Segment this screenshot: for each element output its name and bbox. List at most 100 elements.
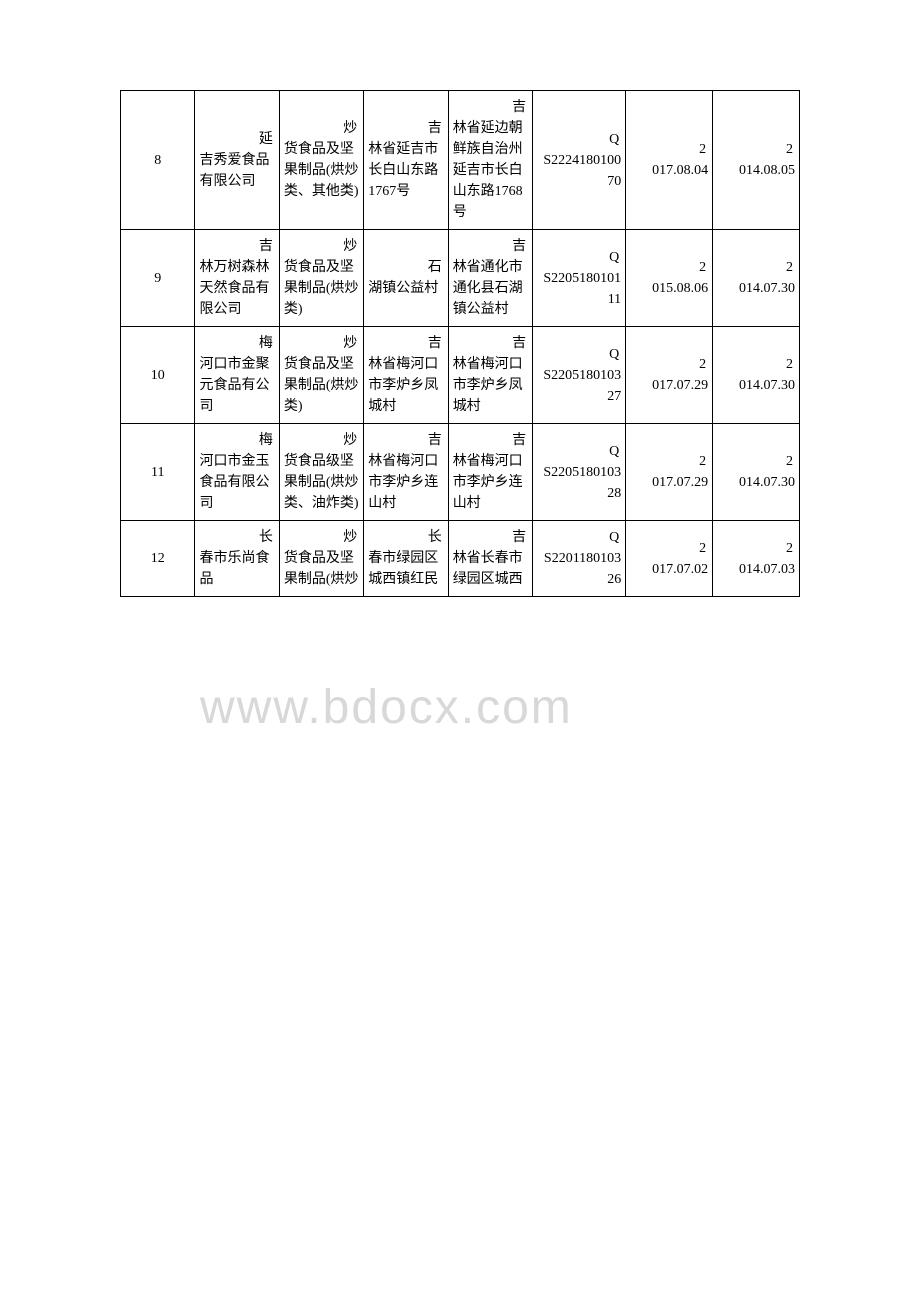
date2-body: 014.07.03 [717, 559, 795, 580]
date1-lead: 2 [630, 538, 708, 559]
date1-lead: 2 [630, 257, 708, 278]
cert-body: S220118010326 [537, 548, 621, 590]
cert-lead: Q [537, 247, 621, 268]
row-number: 12 [121, 521, 195, 597]
company-cell: 长春市乐尚食品 [195, 521, 279, 597]
company-cell: 梅河口市金玉食品有限公司 [195, 424, 279, 521]
row-number: 10 [121, 327, 195, 424]
category-cell: 炒货食品及坚果制品(烘炒类、其他类) [279, 91, 363, 230]
cert-body: S220518010327 [537, 365, 621, 407]
table-row: 11梅河口市金玉食品有限公司炒货食品级坚果制品(烘炒类、油炸类)吉林省梅河口市李… [121, 424, 800, 521]
data-table: 8延吉秀爱食品有限公司炒货食品及坚果制品(烘炒类、其他类)吉林省延吉市长白山东路… [120, 90, 800, 597]
prodaddr-cell: 石湖镇公益村 [364, 230, 448, 327]
company-cell: 吉林万树森林天然食品有限公司 [195, 230, 279, 327]
cert-body: S220518010328 [537, 462, 621, 504]
category-lead: 炒 [284, 118, 359, 139]
row-number: 9 [121, 230, 195, 327]
date1-lead: 2 [630, 354, 708, 375]
date2-lead: 2 [717, 538, 795, 559]
category-body: 货食品及坚果制品(烘炒类) [284, 354, 359, 417]
company-body: 河口市金玉食品有限公司 [199, 451, 274, 514]
prodaddr-cell: 吉林省梅河口市李炉乡凤城村 [364, 327, 448, 424]
category-body: 货食品及坚果制品(烘炒 [284, 548, 359, 590]
regaddr-lead: 吉 [453, 527, 528, 548]
date1-cell: 2015.08.06 [626, 230, 713, 327]
date2-body: 014.07.30 [717, 278, 795, 299]
prodaddr-body: 林省梅河口市李炉乡连山村 [368, 451, 443, 514]
category-cell: 炒货食品及坚果制品(烘炒 [279, 521, 363, 597]
regaddr-cell: 吉林省通化市通化县石湖镇公益村 [448, 230, 532, 327]
company-lead: 梅 [199, 333, 274, 354]
regaddr-body: 林省延边朝鲜族自治州延吉市长白山东路1768号 [453, 118, 528, 223]
date2-cell: 2014.07.30 [713, 424, 800, 521]
regaddr-lead: 吉 [453, 430, 528, 451]
category-body: 货食品及坚果制品(烘炒类) [284, 257, 359, 320]
date1-cell: 2017.07.29 [626, 327, 713, 424]
date2-cell: 2014.07.30 [713, 230, 800, 327]
regaddr-body: 林省梅河口市李炉乡凤城村 [453, 354, 528, 417]
cert-cell: QS220518010328 [533, 424, 626, 521]
date2-lead: 2 [717, 257, 795, 278]
company-body: 吉秀爱食品有限公司 [199, 150, 274, 192]
company-lead: 吉 [199, 236, 274, 257]
table-row: 9吉林万树森林天然食品有限公司炒货食品及坚果制品(烘炒类)石湖镇公益村吉林省通化… [121, 230, 800, 327]
prodaddr-body: 春市绿园区城西镇红民 [368, 548, 443, 590]
category-cell: 炒货食品级坚果制品(烘炒类、油炸类) [279, 424, 363, 521]
regaddr-body: 林省通化市通化县石湖镇公益村 [453, 257, 528, 320]
table-row: 12长春市乐尚食品炒货食品及坚果制品(烘炒长春市绿园区城西镇红民吉林省长春市绿园… [121, 521, 800, 597]
table-row: 10梅河口市金聚元食品有公司炒货食品及坚果制品(烘炒类)吉林省梅河口市李炉乡凤城… [121, 327, 800, 424]
watermark: www.bdocx.com [200, 680, 573, 735]
date2-body: 014.08.05 [717, 160, 795, 181]
regaddr-body: 林省梅河口市李炉乡连山村 [453, 451, 528, 514]
date1-body: 015.08.06 [630, 278, 708, 299]
prodaddr-lead: 石 [368, 257, 443, 278]
company-lead: 延 [199, 129, 274, 150]
date1-body: 017.07.02 [630, 559, 708, 580]
regaddr-body: 林省长春市绿园区城西 [453, 548, 528, 590]
regaddr-cell: 吉林省延边朝鲜族自治州延吉市长白山东路1768号 [448, 91, 532, 230]
prodaddr-lead: 吉 [368, 430, 443, 451]
category-lead: 炒 [284, 333, 359, 354]
category-lead: 炒 [284, 527, 359, 548]
category-lead: 炒 [284, 430, 359, 451]
cert-cell: QS222418010070 [533, 91, 626, 230]
regaddr-lead: 吉 [453, 97, 528, 118]
cert-cell: QS220118010326 [533, 521, 626, 597]
cert-lead: Q [537, 527, 621, 548]
cert-body: S220518010111 [537, 268, 621, 310]
prodaddr-body: 湖镇公益村 [368, 278, 443, 299]
row-number: 11 [121, 424, 195, 521]
cert-body: S222418010070 [537, 150, 621, 192]
prodaddr-cell: 吉林省梅河口市李炉乡连山村 [364, 424, 448, 521]
prodaddr-cell: 长春市绿园区城西镇红民 [364, 521, 448, 597]
company-body: 春市乐尚食品 [199, 548, 274, 590]
date2-cell: 2014.07.30 [713, 327, 800, 424]
date2-cell: 2014.08.05 [713, 91, 800, 230]
category-body: 货食品级坚果制品(烘炒类、油炸类) [284, 451, 359, 514]
company-lead: 梅 [199, 430, 274, 451]
regaddr-cell: 吉林省梅河口市李炉乡连山村 [448, 424, 532, 521]
cert-lead: Q [537, 129, 621, 150]
date1-lead: 2 [630, 451, 708, 472]
date2-body: 014.07.30 [717, 375, 795, 396]
date2-lead: 2 [717, 139, 795, 160]
date2-lead: 2 [717, 354, 795, 375]
company-body: 林万树森林天然食品有限公司 [199, 257, 274, 320]
company-lead: 长 [199, 527, 274, 548]
category-cell: 炒货食品及坚果制品(烘炒类) [279, 230, 363, 327]
category-cell: 炒货食品及坚果制品(烘炒类) [279, 327, 363, 424]
date1-lead: 2 [630, 139, 708, 160]
prodaddr-lead: 长 [368, 527, 443, 548]
date1-cell: 2017.07.29 [626, 424, 713, 521]
company-body: 河口市金聚元食品有公司 [199, 354, 274, 417]
category-body: 货食品及坚果制品(烘炒类、其他类) [284, 139, 359, 202]
table-row: 8延吉秀爱食品有限公司炒货食品及坚果制品(烘炒类、其他类)吉林省延吉市长白山东路… [121, 91, 800, 230]
cert-cell: QS220518010111 [533, 230, 626, 327]
regaddr-lead: 吉 [453, 333, 528, 354]
date1-body: 017.07.29 [630, 472, 708, 493]
regaddr-lead: 吉 [453, 236, 528, 257]
regaddr-cell: 吉林省长春市绿园区城西 [448, 521, 532, 597]
cert-cell: QS220518010327 [533, 327, 626, 424]
date2-body: 014.07.30 [717, 472, 795, 493]
prodaddr-body: 林省延吉市长白山东路1767号 [368, 139, 443, 202]
